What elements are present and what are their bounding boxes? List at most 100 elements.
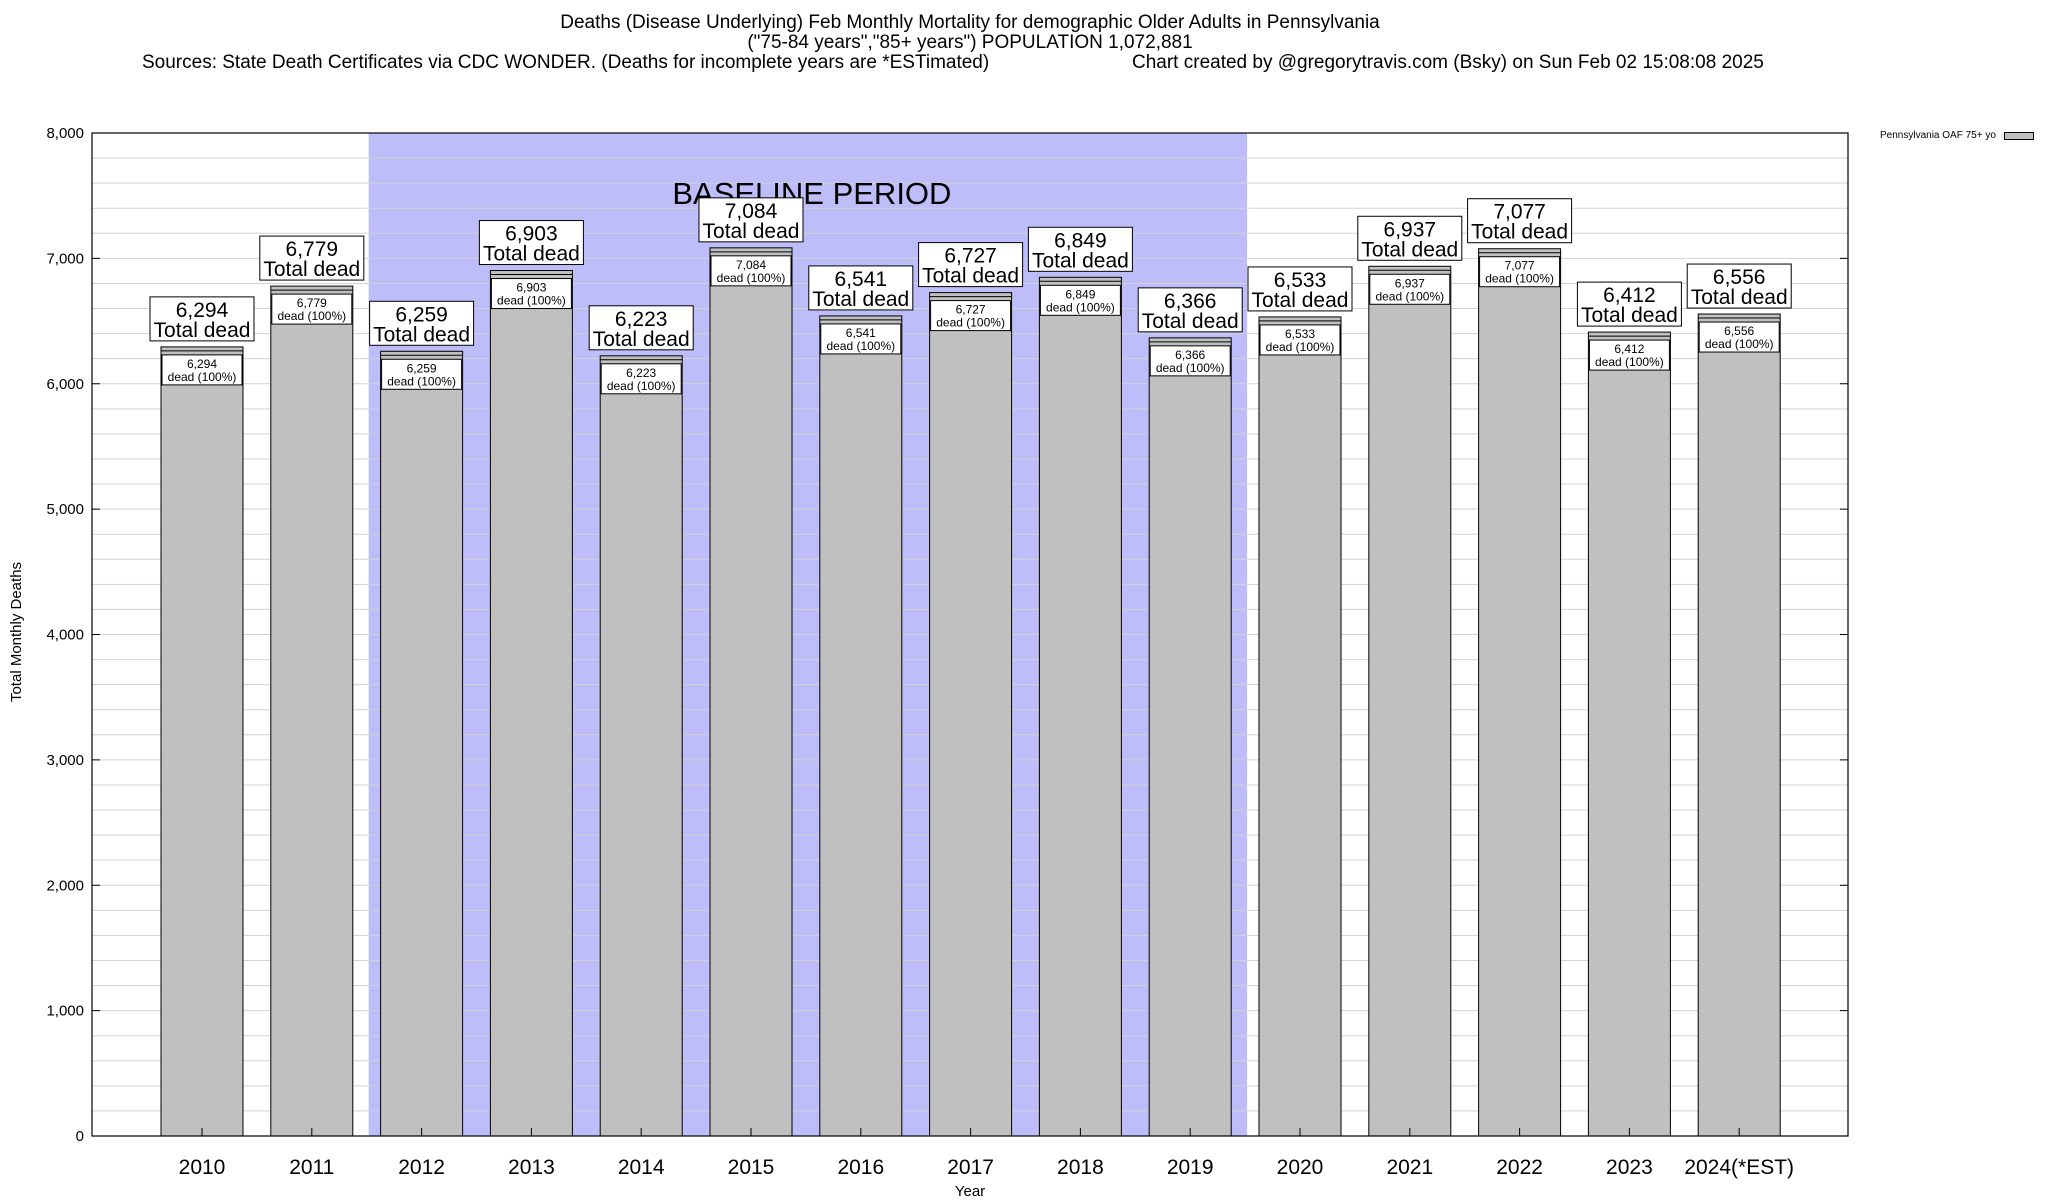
bar-total-label-box bbox=[478, 220, 584, 266]
y-tick-label: 5,000 bbox=[46, 501, 84, 518]
bar-inner-label-box bbox=[161, 354, 243, 386]
bar-total-caption: Total dead bbox=[263, 258, 360, 281]
bar-total-value: 6,412 bbox=[1603, 284, 1656, 307]
bar-inner-value: 6,779 bbox=[297, 296, 327, 310]
y-tick-label: 4,000 bbox=[46, 627, 84, 644]
bar-inner-value: 7,077 bbox=[1505, 259, 1535, 273]
legend: Pennsylvania OAF 75+ yo bbox=[1880, 130, 2034, 141]
bar-inner-pct: dead (100%) bbox=[1705, 337, 1774, 351]
bar-total-caption: Total dead bbox=[483, 243, 580, 266]
y-tick-label: 7,000 bbox=[46, 250, 84, 267]
bar-total-caption: Total dead bbox=[1252, 289, 1349, 312]
bar-total-label-box bbox=[1576, 281, 1682, 327]
bar-inner-value: 6,223 bbox=[626, 366, 656, 380]
bar-inner-label-box bbox=[600, 363, 682, 395]
bar-total-label-box bbox=[588, 305, 694, 351]
bar-inner-label-box bbox=[1588, 339, 1670, 371]
bar-inner-pct: dead (100%) bbox=[1595, 355, 1664, 369]
bar-inner-pct: dead (100%) bbox=[1156, 361, 1225, 375]
bar-total-label-box bbox=[1686, 263, 1792, 309]
y-axis-label: Total Monthly Deaths bbox=[8, 562, 25, 702]
bar-inner-pct: dead (100%) bbox=[497, 294, 566, 308]
bar bbox=[1148, 337, 1232, 1137]
bar-inner-label-box bbox=[1259, 324, 1341, 356]
bar-total-label-box bbox=[1467, 198, 1573, 244]
bar bbox=[1697, 313, 1781, 1137]
x-tick-label: 2022 bbox=[1496, 1156, 1543, 1179]
x-tick-label: 2024(*EST) bbox=[1684, 1156, 1794, 1179]
bar-total-label-box bbox=[149, 296, 255, 342]
bar-inner-value: 6,849 bbox=[1065, 287, 1095, 301]
bar bbox=[1258, 316, 1342, 1137]
bar bbox=[380, 350, 464, 1137]
bar-total-label-box bbox=[1027, 226, 1133, 272]
bar-inner-value: 6,727 bbox=[956, 303, 986, 317]
bar-total-caption: Total dead bbox=[1361, 238, 1458, 261]
bar-total-value: 6,779 bbox=[286, 238, 339, 261]
bar-total-value: 6,541 bbox=[835, 268, 888, 291]
bar-inner-pct: dead (100%) bbox=[607, 379, 676, 393]
x-tick-label: 2011 bbox=[289, 1156, 334, 1179]
bar-total-value: 6,259 bbox=[395, 303, 448, 326]
bar-total-value: 6,294 bbox=[176, 299, 229, 322]
bar bbox=[270, 285, 354, 1137]
bar-inner-pct: dead (100%) bbox=[168, 370, 237, 384]
bar-total-caption: Total dead bbox=[1581, 304, 1678, 327]
x-tick-label: 2010 bbox=[179, 1156, 226, 1179]
chart-subtitle: ("75-84 years","85+ years") POPULATION 1… bbox=[747, 32, 1193, 53]
bar-total-label-box bbox=[918, 242, 1024, 288]
bar bbox=[709, 247, 793, 1137]
y-tick-label: 6,000 bbox=[46, 376, 84, 393]
bar-inner-value: 6,533 bbox=[1285, 327, 1315, 341]
bar-total-caption: Total dead bbox=[1142, 310, 1239, 333]
x-tick-label: 2016 bbox=[837, 1156, 884, 1179]
legend-label: Pennsylvania OAF 75+ yo bbox=[1880, 130, 1996, 141]
bar-inner-label-box bbox=[1149, 345, 1231, 377]
chart-credit: Chart created by @gregorytravis.com (Bsk… bbox=[1132, 52, 1764, 73]
bar-inner-pct: dead (100%) bbox=[1485, 272, 1554, 286]
y-tick-label: 3,000 bbox=[46, 752, 84, 769]
bar-total-value: 6,849 bbox=[1054, 229, 1107, 252]
bar-total-caption: Total dead bbox=[812, 288, 909, 311]
bar-inner-value: 6,259 bbox=[407, 361, 437, 375]
bar-inner-label-box bbox=[1369, 273, 1451, 305]
x-axis-label: Year bbox=[955, 1183, 985, 1200]
bar-inner-value: 6,541 bbox=[846, 326, 876, 340]
bar-total-value: 6,727 bbox=[944, 245, 997, 268]
bar-inner-value: 6,903 bbox=[516, 281, 546, 295]
bar-total-caption: Total dead bbox=[373, 323, 470, 346]
bar-total-value: 7,084 bbox=[725, 200, 778, 223]
y-tick-label: 8,000 bbox=[46, 125, 84, 142]
y-tick-label: 2,000 bbox=[46, 877, 84, 894]
bar bbox=[1587, 331, 1671, 1137]
bar-total-label-box bbox=[808, 265, 914, 311]
bar-inner-label-box bbox=[820, 323, 902, 355]
y-tick-label: 1,000 bbox=[46, 1003, 84, 1020]
bar-inner-pct: dead (100%) bbox=[936, 316, 1005, 330]
bar bbox=[819, 315, 903, 1137]
bar-total-caption: Total dead bbox=[922, 265, 1019, 288]
bar-inner-value: 6,366 bbox=[1175, 348, 1205, 362]
bar bbox=[160, 346, 244, 1137]
bar-total-label-box bbox=[1137, 287, 1243, 333]
bar-total-value: 7,077 bbox=[1493, 201, 1546, 224]
plot-frame bbox=[91, 132, 1849, 1137]
bar-inner-pct: dead (100%) bbox=[1046, 300, 1115, 314]
bar-total-caption: Total dead bbox=[1471, 221, 1568, 244]
x-tick-label: 2020 bbox=[1277, 1156, 1324, 1179]
bar-total-value: 6,533 bbox=[1274, 269, 1327, 292]
bar-inner-value: 6,556 bbox=[1724, 324, 1754, 338]
bar-inner-pct: dead (100%) bbox=[1266, 340, 1335, 354]
bar-total-label-box bbox=[1247, 266, 1353, 312]
bar-inner-value: 6,294 bbox=[187, 357, 217, 371]
bar-inner-pct: dead (100%) bbox=[1375, 289, 1444, 303]
x-tick-label: 2018 bbox=[1057, 1156, 1104, 1179]
bar-inner-pct: dead (100%) bbox=[387, 374, 456, 388]
x-tick-label: 2021 bbox=[1386, 1156, 1433, 1179]
bar-inner-label-box bbox=[381, 358, 463, 390]
bar-total-value: 6,223 bbox=[615, 308, 668, 331]
chart-sources: Sources: State Death Certificates via CD… bbox=[142, 52, 990, 73]
bar-inner-pct: dead (100%) bbox=[717, 271, 786, 285]
bar bbox=[1038, 276, 1122, 1137]
bar-total-value: 6,937 bbox=[1384, 218, 1437, 241]
